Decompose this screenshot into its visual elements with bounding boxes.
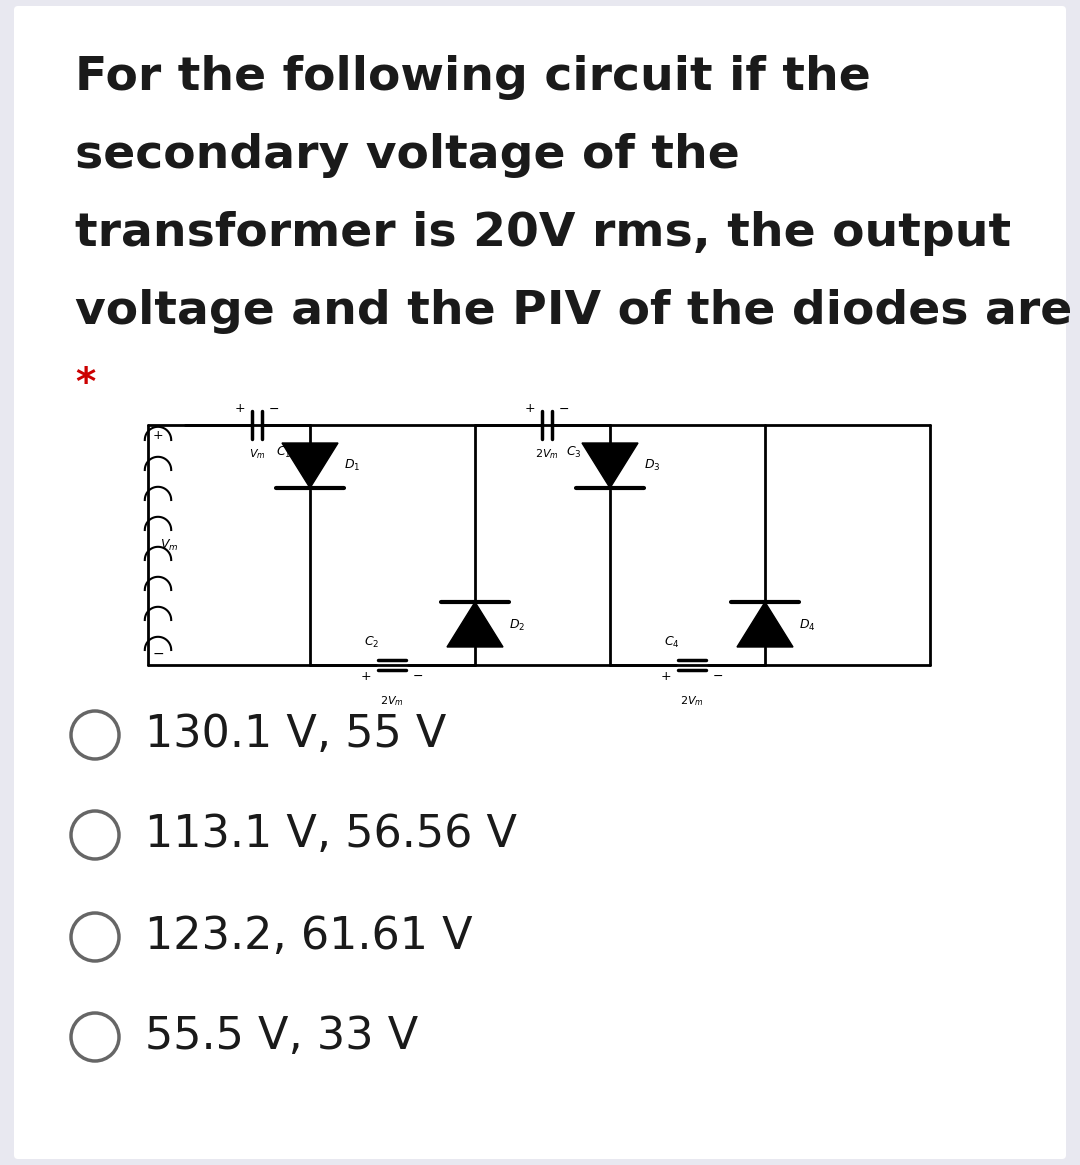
Text: +: + xyxy=(525,402,536,416)
Polygon shape xyxy=(737,602,793,647)
Text: $2V_m$: $2V_m$ xyxy=(680,694,704,708)
Text: $D_1$: $D_1$ xyxy=(345,458,361,473)
Text: −: − xyxy=(713,670,724,683)
Text: $C_2$: $C_2$ xyxy=(364,635,379,650)
Polygon shape xyxy=(282,443,338,488)
Text: $C_1$: $C_1$ xyxy=(276,445,292,460)
Text: voltage and the PIV of the diodes are: voltage and the PIV of the diodes are xyxy=(75,289,1072,334)
Polygon shape xyxy=(582,443,638,488)
Text: −: − xyxy=(413,670,423,683)
Text: 130.1 V, 55 V: 130.1 V, 55 V xyxy=(145,713,446,756)
Text: $V_m$: $V_m$ xyxy=(160,537,178,552)
Text: +: + xyxy=(661,670,672,683)
Text: $2V_m$: $2V_m$ xyxy=(380,694,404,708)
Text: +: + xyxy=(153,429,164,442)
FancyBboxPatch shape xyxy=(14,6,1066,1159)
Text: $C_4$: $C_4$ xyxy=(664,635,679,650)
Text: $C_3$: $C_3$ xyxy=(566,445,582,460)
Text: −: − xyxy=(558,402,569,416)
Text: secondary voltage of the: secondary voltage of the xyxy=(75,133,740,178)
Text: $V_m$: $V_m$ xyxy=(248,447,266,461)
Text: $D_4$: $D_4$ xyxy=(799,617,815,633)
Text: +: + xyxy=(234,402,245,416)
Text: $D_3$: $D_3$ xyxy=(644,458,661,473)
Text: *: * xyxy=(75,365,95,403)
Text: transformer is 20V rms, the output: transformer is 20V rms, the output xyxy=(75,211,1011,256)
Text: $2V_m$: $2V_m$ xyxy=(536,447,558,461)
Text: For the following circuit if the: For the following circuit if the xyxy=(75,55,870,100)
Text: −: − xyxy=(153,647,164,661)
Text: $D_2$: $D_2$ xyxy=(509,617,525,633)
Text: 123.2, 61.61 V: 123.2, 61.61 V xyxy=(145,916,473,959)
Text: +: + xyxy=(361,670,372,683)
Text: 113.1 V, 56.56 V: 113.1 V, 56.56 V xyxy=(145,813,517,856)
Text: −: − xyxy=(269,402,280,416)
Polygon shape xyxy=(447,602,503,647)
Text: 55.5 V, 33 V: 55.5 V, 33 V xyxy=(145,1016,418,1059)
